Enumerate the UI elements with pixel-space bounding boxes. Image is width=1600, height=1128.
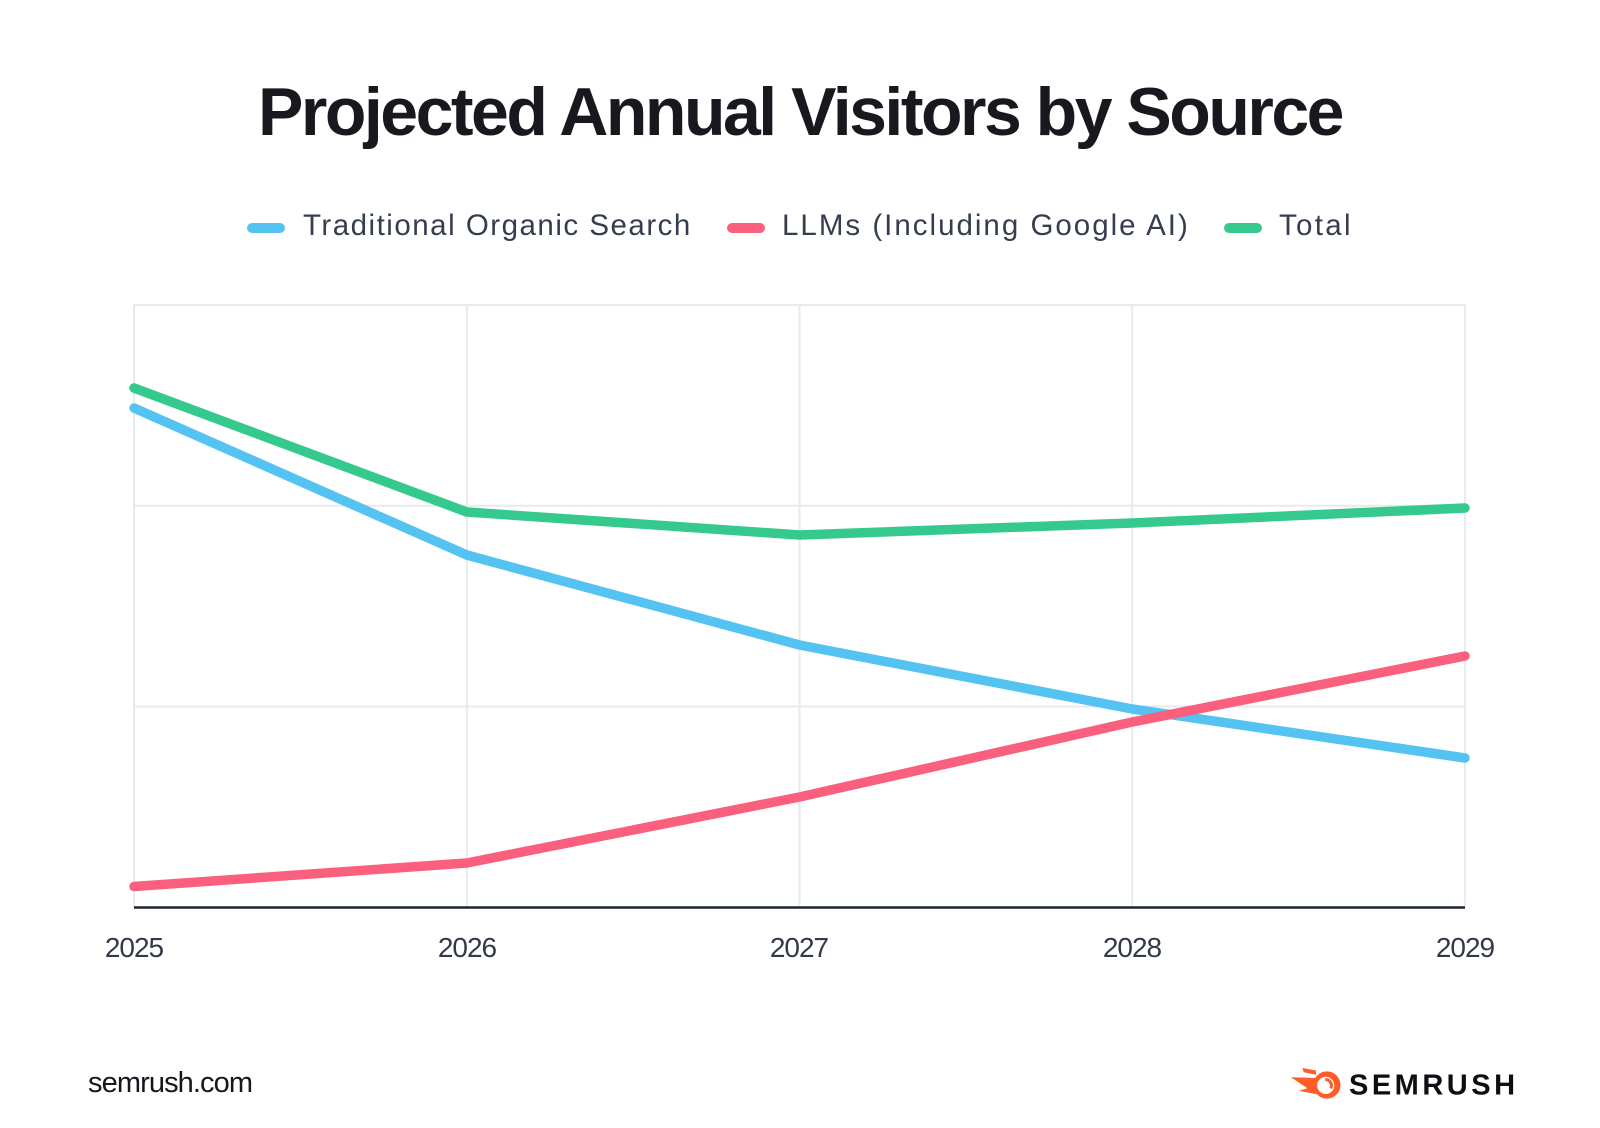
svg-text:SEMRUSH: SEMRUSH <box>1349 1070 1519 1102</box>
